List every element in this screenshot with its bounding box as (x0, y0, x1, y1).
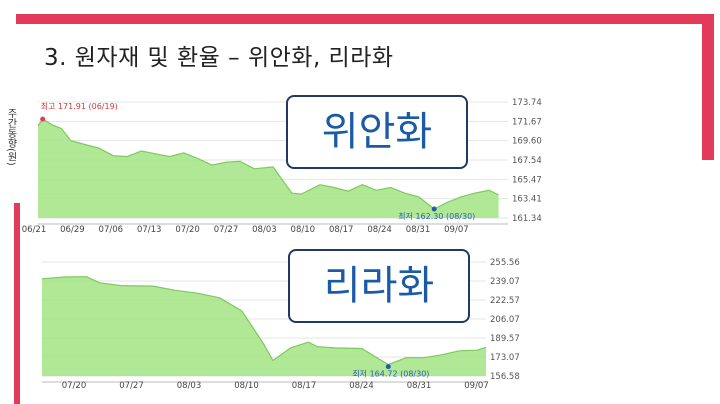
lira-series-line (41, 276, 487, 366)
right-accent-bar (702, 14, 714, 160)
yuan-ytick-label: 165.47 (512, 175, 542, 185)
lira-low-point (385, 364, 391, 370)
yuan-xtick-label: 06/29 (60, 225, 85, 235)
lira-ytick-label: 206.07 (490, 315, 520, 325)
yuan-ytick-label: 161.34 (512, 214, 542, 224)
lira-xtick-label: 08/03 (177, 381, 202, 391)
yuan-xtick-label: 08/24 (367, 225, 392, 235)
lira-low-label: 최저 164.72 (08/30) (352, 369, 429, 379)
lira-xtick-label: 08/31 (407, 381, 432, 391)
side-label: 주간동향(원) (5, 108, 16, 166)
yuan-series-line (37, 118, 499, 210)
lira-callout: 리라화 (288, 249, 470, 323)
yuan-area (38, 119, 499, 218)
yuan-xtick-label: 07/06 (99, 225, 124, 235)
lira-ytick-label: 189.57 (490, 334, 520, 344)
yuan-xtick-label: 06/21 (22, 225, 47, 235)
lira-area (42, 276, 486, 376)
left-accent-bar (14, 203, 20, 404)
yuan-xtick-label: 08/31 (406, 225, 431, 235)
lira-xtick-label: 08/24 (349, 381, 374, 391)
lira-xtick-label: 09/07 (464, 381, 489, 391)
yuan-low-point (431, 206, 437, 212)
yuan-ytick-label: 167.54 (512, 156, 542, 166)
yuan-ytick-label: 169.60 (512, 137, 542, 147)
lira-xtick-label: 08/10 (234, 381, 259, 391)
lira-xtick-label: 07/20 (62, 381, 87, 391)
yuan-xtick-label: 08/03 (252, 225, 277, 235)
yuan-ytick-label: 163.41 (512, 195, 542, 205)
yuan-xtick-label: 07/27 (214, 225, 239, 235)
lira-xtick-label: 08/17 (292, 381, 317, 391)
lira-ytick-label: 222.57 (490, 296, 520, 306)
lira-ytick-label: 255.56 (490, 258, 520, 268)
yuan-ytick-label: 171.67 (512, 117, 542, 127)
yuan-low-label: 최저 162.30 (08/30) (398, 211, 475, 221)
lira-ytick-label: 239.07 (490, 277, 520, 287)
yuan-xtick-label: 09/07 (444, 225, 469, 235)
yuan-xtick-label: 07/13 (137, 225, 162, 235)
yuan-high-label: 최고 171.91 (06/19) (41, 101, 118, 111)
yuan-xtick-label: 07/20 (175, 225, 200, 235)
lira-ytick-label: 173.07 (490, 353, 520, 363)
lira-ytick-label: 156.58 (490, 372, 520, 382)
top-accent-bar (16, 14, 714, 24)
yuan-xtick-label: 08/10 (291, 225, 316, 235)
yuan-xtick-label: 08/17 (329, 225, 354, 235)
yuan-ytick-label: 173.74 (512, 98, 542, 108)
yuan-high-point (40, 116, 46, 122)
yuan-callout: 위안화 (286, 95, 468, 169)
lira-xtick-label: 07/27 (119, 381, 144, 391)
slide-title: 3. 원자재 및 환율 – 위안화, 리라화 (44, 45, 394, 71)
